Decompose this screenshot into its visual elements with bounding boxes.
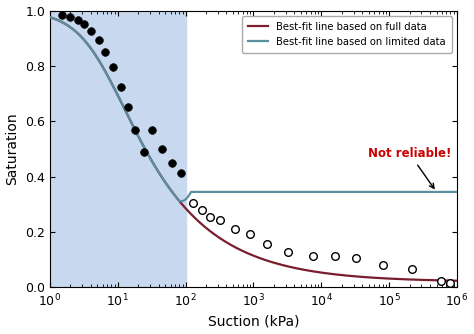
Bar bbox=[50, 11, 186, 288]
X-axis label: Suction (kPa): Suction (kPa) bbox=[208, 314, 299, 328]
Text: Not reliable!: Not reliable! bbox=[368, 147, 451, 188]
Legend: Best-fit line based on full data, Best-fit line based on limited data: Best-fit line based on full data, Best-f… bbox=[242, 16, 452, 52]
Y-axis label: Saturation: Saturation bbox=[6, 113, 19, 185]
